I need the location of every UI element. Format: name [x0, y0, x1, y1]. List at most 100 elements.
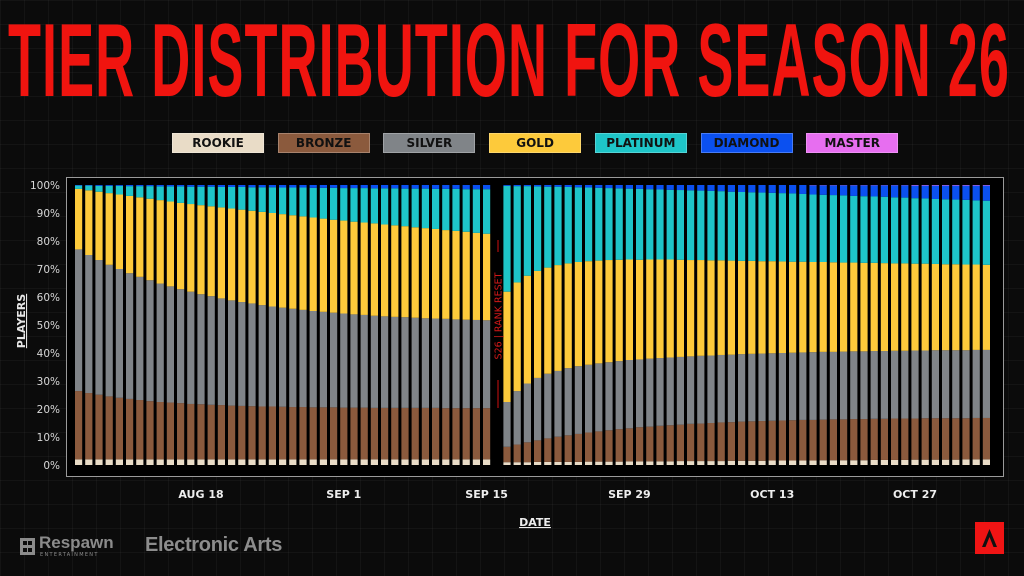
bar-segment-diamond [911, 185, 919, 199]
bar-segment-platinum [115, 185, 123, 195]
bar-segment-silver [850, 351, 858, 420]
bar-segment-silver [187, 291, 195, 404]
bar-segment-gold [432, 228, 440, 319]
bar-segment-platinum [921, 198, 929, 264]
bar-segment-diamond [483, 185, 491, 190]
bar-segment-gold [85, 190, 93, 255]
bar-segment-gold [503, 291, 511, 402]
bar-segment-diamond [340, 185, 348, 189]
bar-segment-diamond [248, 185, 256, 188]
bar-segment-bronze [605, 430, 613, 462]
bar-segment-bronze [432, 407, 440, 460]
bar-segment-bronze [177, 403, 185, 460]
bar-segment-gold [850, 262, 858, 352]
bar-segment-rookie [197, 459, 205, 465]
bar-segment-rookie [911, 459, 919, 465]
bar-stack [309, 185, 317, 465]
bar-segment-silver [840, 351, 848, 420]
bar-segment-platinum [177, 186, 185, 203]
bar-segment-silver [625, 360, 633, 429]
bar-segment-bronze [676, 424, 684, 462]
bar-segment-silver [115, 269, 123, 398]
bar-stack [238, 185, 246, 465]
bar-segment-bronze [564, 435, 572, 462]
bar-segment-gold [421, 228, 429, 319]
bar-segment-diamond [166, 185, 174, 187]
legend-item-master: MASTER [806, 133, 899, 153]
respawn-wordmark: Respawn [39, 533, 114, 552]
bar-segment-master [942, 185, 950, 186]
bar-segment-diamond [574, 185, 582, 188]
bar-segment-gold [972, 264, 980, 350]
bar-segment-silver [574, 366, 582, 434]
bar-segment-rookie [523, 462, 531, 465]
bar-segment-bronze [666, 425, 674, 462]
bar-segment-diamond [727, 185, 735, 192]
bar-stack [513, 185, 521, 465]
bar-segment-diamond [901, 185, 909, 198]
respawn-subtitle: ENTERTAINMENT [40, 552, 99, 558]
bar-segment-gold [360, 222, 368, 315]
bar-segment-bronze [166, 402, 174, 460]
bar-segment-master [962, 185, 970, 186]
bar-segment-silver [891, 350, 899, 419]
bar-segment-bronze [921, 418, 929, 460]
bar-segment-diamond [534, 185, 542, 187]
bar-segment-gold [819, 262, 827, 352]
bar-segment-bronze [187, 403, 195, 460]
x-axis-label: DATE [519, 516, 551, 529]
bar-segment-diamond [717, 185, 725, 192]
bar-segment-platinum [105, 185, 113, 194]
bar-segment-rookie [534, 461, 542, 465]
bar-segment-diamond [432, 185, 440, 189]
bar-segment-silver [299, 309, 307, 408]
bar-segment-platinum [391, 188, 399, 226]
bar-segment-gold [901, 263, 909, 351]
bar-segment-silver [534, 377, 542, 441]
bar-segment-platinum [503, 185, 511, 292]
bar-segment-bronze [350, 407, 358, 460]
bar-stack [105, 185, 113, 465]
bar-segment-diamond [544, 185, 552, 187]
bar-segment-rookie [687, 461, 695, 465]
bar-segment-silver [391, 316, 399, 408]
bar-stack [768, 185, 776, 465]
bar-segment-bronze [534, 440, 542, 462]
bar-segment-diamond [421, 185, 429, 189]
bar-stack [126, 185, 134, 465]
bar-segment-silver [646, 358, 654, 427]
bar-segment-bronze [615, 429, 623, 462]
bar-segment-gold [727, 260, 735, 355]
bar-segment-gold [870, 262, 878, 352]
bar-segment-silver [156, 283, 164, 402]
bar-stack [289, 185, 297, 465]
bar-stack [177, 185, 185, 465]
bar-segment-diamond [646, 185, 654, 190]
bar-segment-platinum [452, 188, 460, 231]
bar-segment-platinum [319, 187, 327, 219]
bar-segment-gold [391, 225, 399, 317]
x-tick-label: SEP 15 [465, 488, 508, 501]
bar-stack [299, 185, 307, 465]
bar-segment-platinum [758, 192, 766, 262]
bar-stack [697, 185, 705, 465]
bar-segment-rookie [564, 461, 572, 465]
y-tick-label: 10% [37, 432, 60, 444]
bar-segment-gold [860, 262, 868, 352]
bar-segment-rookie [381, 459, 389, 465]
bar-segment-rookie [360, 459, 368, 465]
bar-stack [962, 185, 970, 465]
bar-segment-gold [462, 231, 470, 320]
bar-segment-diamond [585, 185, 593, 188]
bar-segment-bronze [503, 446, 511, 463]
bar-segment-bronze [217, 405, 225, 460]
bar-segment-gold [646, 259, 654, 359]
bar-segment-platinum [962, 199, 970, 265]
bar-segment-platinum [330, 187, 338, 220]
bar-segment-diamond [360, 185, 368, 189]
bar-segment-rookie [891, 459, 899, 465]
bar-segment-rookie [605, 461, 613, 465]
bar-segment-bronze [789, 420, 797, 461]
y-tick-label: 60% [37, 292, 60, 304]
bar-segment-silver [228, 300, 236, 406]
